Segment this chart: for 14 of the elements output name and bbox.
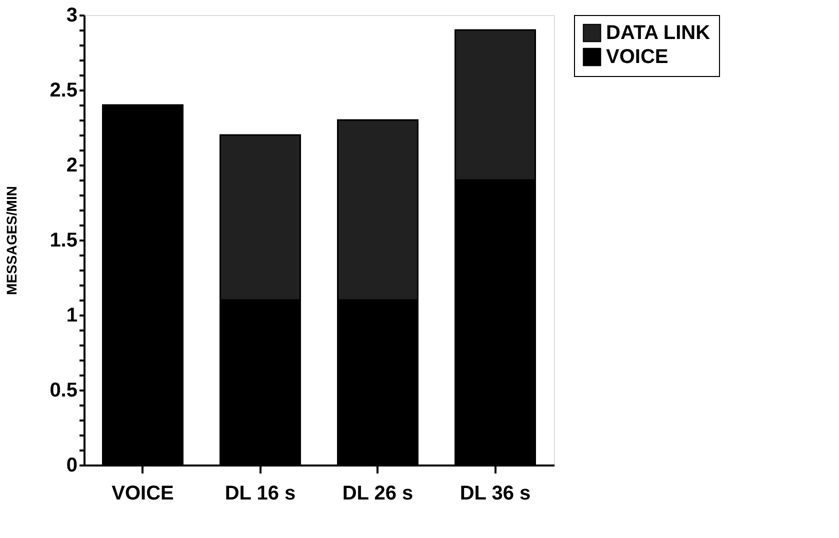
- y-tick-label: 1.5: [50, 230, 78, 252]
- y-tick-label: 3: [66, 4, 78, 26]
- y-tick-label: 1: [66, 304, 78, 326]
- y-tick-label: 0: [66, 454, 78, 476]
- x-tick-label: DL 26 s: [342, 482, 414, 504]
- y-axis-title: MESSAGES/MIN: [4, 186, 20, 295]
- y-tick-label: 2: [66, 154, 78, 176]
- y-tick-label: 0.5: [50, 380, 78, 402]
- legend-label: DATA LINK: [606, 22, 711, 44]
- y-tick-label: 2.5: [50, 80, 78, 102]
- x-tick-label: VOICE: [112, 482, 174, 504]
- x-tick-label: DL 16 s: [224, 482, 296, 504]
- legend-label: VOICE: [606, 46, 668, 68]
- x-tick-label: DL 36 s: [460, 482, 531, 504]
